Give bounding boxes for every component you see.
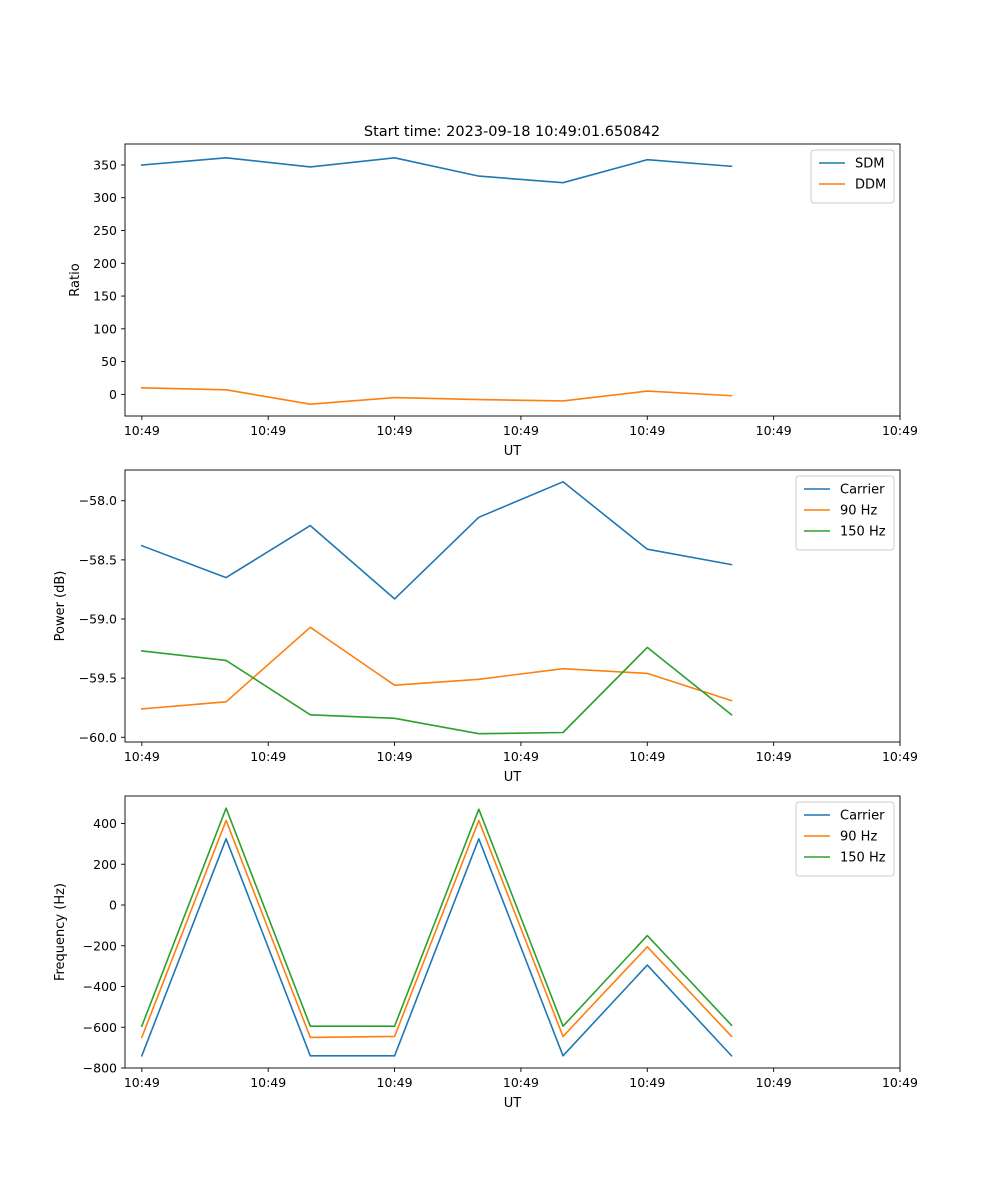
y-axis-label: Ratio <box>68 263 83 296</box>
legend-label: DDM <box>855 178 886 193</box>
x-tick-label: 10:49 <box>124 1075 160 1090</box>
y-tick-label: 350 <box>93 157 117 172</box>
y-tick-label: −58.0 <box>79 493 117 508</box>
x-tick-label: 10:49 <box>250 1075 286 1090</box>
legend-label: 150 Hz <box>840 525 886 540</box>
panel-3: 10:49 10:49 10:49 10:49 10:49 10:49 10:49 −800 −… <box>53 795 918 1111</box>
series-line-90-hz <box>140 819 733 1039</box>
y-tick-label: −58.5 <box>79 552 117 567</box>
x-axis-label: UT <box>504 1096 522 1111</box>
x-tick-label: 10:49 <box>250 423 286 438</box>
y-axis-label: Frequency (Hz) <box>53 883 68 981</box>
legend-label: Carrier <box>840 809 885 824</box>
figure-title: Start time: 2023-09-18 10:49:01.650842 <box>364 124 660 140</box>
y-tick-label: 100 <box>93 321 117 336</box>
y-axis-label: Power (dB) <box>53 571 68 642</box>
y-tick-label: −59.0 <box>79 612 117 627</box>
legend-label: 90 Hz <box>840 830 877 845</box>
axes-frame <box>124 795 901 1069</box>
y-tick-label: 50 <box>101 354 117 369</box>
y-tick-label: 200 <box>93 256 117 271</box>
axes-frame <box>124 469 901 743</box>
y-tick-label: −400 <box>83 979 117 994</box>
y-tick-label: 400 <box>93 816 117 831</box>
x-axis-label: UT <box>504 770 522 785</box>
y-tick-label: −200 <box>83 938 117 953</box>
panel-1: 10:49 10:49 10:49 10:49 10:49 10:49 10:49 0 50 10… <box>68 143 918 459</box>
y-tick-label: 150 <box>93 289 117 304</box>
legend: Carrier 90 Hz 150 Hz <box>795 475 895 551</box>
series-line-carrier <box>140 480 733 600</box>
series-line-sdm <box>140 157 733 184</box>
x-tick-label: 10:49 <box>629 423 665 438</box>
x-tick-label: 10:49 <box>756 1075 792 1090</box>
legend-label: SDM <box>855 157 884 172</box>
x-tick-label: 10:49 <box>882 1075 918 1090</box>
legend-label: Carrier <box>840 483 885 498</box>
series-line-90-hz <box>140 626 733 710</box>
y-tick-label: 0 <box>109 387 117 402</box>
x-tick-label: 10:49 <box>377 749 413 764</box>
series-line-ddm <box>140 386 733 406</box>
x-tick-label: 10:49 <box>629 749 665 764</box>
x-tick-label: 10:49 <box>377 423 413 438</box>
x-tick-label: 10:49 <box>377 1075 413 1090</box>
legend: SDM DDM <box>810 149 895 204</box>
x-tick-label: 10:49 <box>124 423 160 438</box>
x-axis-label: UT <box>504 444 522 459</box>
x-tick-label: 10:49 <box>756 749 792 764</box>
legend: Carrier 90 Hz 150 Hz <box>795 801 895 877</box>
legend-label: 90 Hz <box>840 504 877 519</box>
y-tick-label: 200 <box>93 857 117 872</box>
series-line-carrier <box>140 837 733 1057</box>
y-tick-label: 300 <box>93 190 117 205</box>
axes-frame <box>124 143 901 417</box>
series-line-150-hz <box>140 807 733 1028</box>
y-tick-label: 0 <box>109 898 117 913</box>
x-tick-label: 10:49 <box>756 423 792 438</box>
x-tick-label: 10:49 <box>250 749 286 764</box>
x-tick-label: 10:49 <box>503 749 539 764</box>
panel-2: 10:49 10:49 10:49 10:49 10:49 10:49 10:49 −60.0… <box>53 469 918 785</box>
y-tick-label: 250 <box>93 223 117 238</box>
x-tick-label: 10:49 <box>124 749 160 764</box>
series-line-150-hz <box>140 646 733 735</box>
x-tick-label: 10:49 <box>882 423 918 438</box>
x-tick-label: 10:49 <box>629 1075 665 1090</box>
y-tick-label: −800 <box>83 1061 117 1076</box>
x-tick-label: 10:49 <box>503 1075 539 1090</box>
y-tick-label: −600 <box>83 1020 117 1035</box>
y-tick-label: −59.5 <box>79 671 117 686</box>
legend-label: 150 Hz <box>840 851 886 866</box>
panels: 10:49 10:49 10:49 10:49 10:49 10:49 10:49 0 50 10… <box>53 143 918 1111</box>
x-tick-label: 10:49 <box>503 423 539 438</box>
y-tick-label: −60.0 <box>79 730 117 745</box>
x-tick-label: 10:49 <box>882 749 918 764</box>
